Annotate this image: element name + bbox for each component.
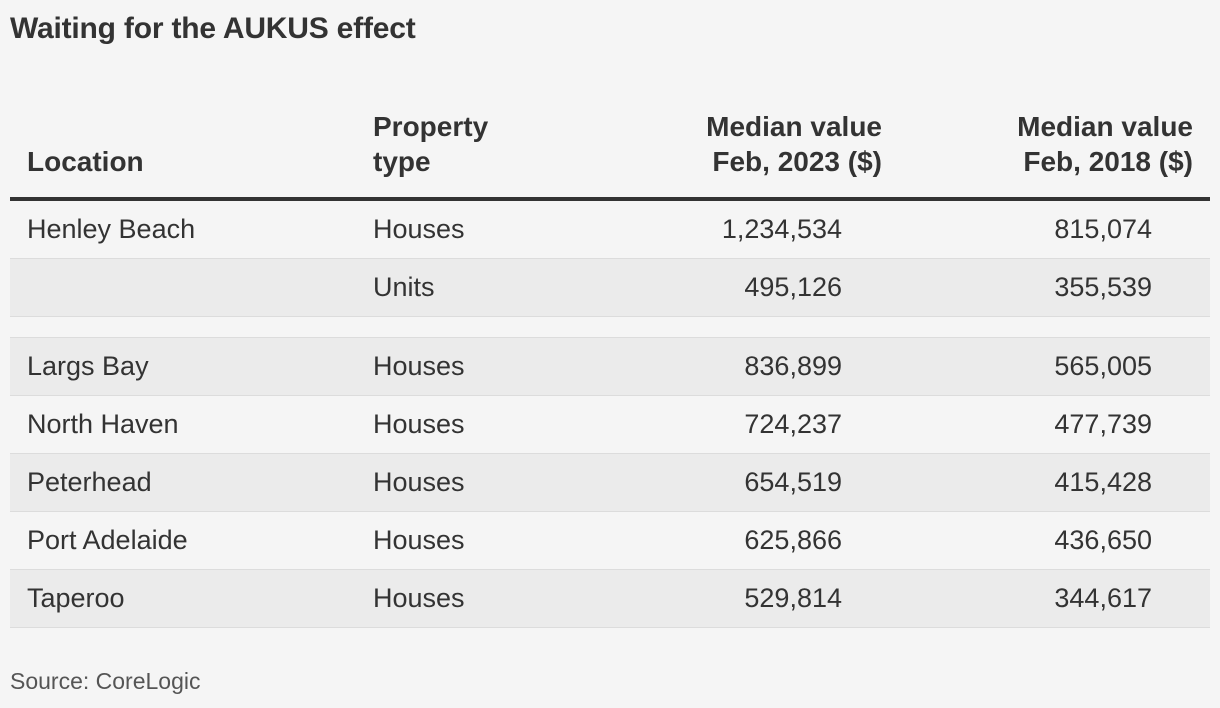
table-row: Taperoo Houses 529,814 344,617 <box>10 569 1210 628</box>
cell-property-type: Houses <box>373 337 563 396</box>
header-median-2023-line1: Median value <box>706 111 882 142</box>
cell-median-2023: 1,234,534 <box>563 199 883 259</box>
cell-property-type: Houses <box>373 511 563 570</box>
header-property-type: Property type <box>373 92 563 201</box>
header-median-2023: Median value Feb, 2023 ($) <box>563 92 883 201</box>
cell-median-2023: 724,237 <box>563 395 883 454</box>
header-location: Location <box>10 92 373 201</box>
data-table: Location Property type Median value Feb,… <box>10 92 1210 628</box>
header-median-2023-line2: Feb, 2023 ($) <box>712 146 882 177</box>
table-row: Units 495,126 355,539 <box>10 258 1210 317</box>
chart-title: Waiting for the AUKUS effect <box>10 12 416 45</box>
cell-median-2023: 495,126 <box>563 258 883 317</box>
cell-median-2018: 344,617 <box>883 569 1210 628</box>
cell-location: Port Adelaide <box>10 511 373 570</box>
group-spacer <box>10 316 1210 338</box>
cell-location: Taperoo <box>10 569 373 628</box>
cell-location <box>10 258 373 317</box>
header-median-2018: Median value Feb, 2018 ($) <box>883 92 1210 201</box>
cell-median-2018: 436,650 <box>883 511 1210 570</box>
cell-median-2023: 529,814 <box>563 569 883 628</box>
cell-median-2023: 654,519 <box>563 453 883 512</box>
group-spacer-cell <box>10 316 1210 338</box>
header-median-2018-line1: Median value <box>1017 111 1193 142</box>
cell-property-type: Houses <box>373 453 563 512</box>
table-row: Largs Bay Houses 836,899 565,005 <box>10 337 1210 396</box>
table-header-row: Location Property type Median value Feb,… <box>10 92 1210 201</box>
header-median-2018-line2: Feb, 2018 ($) <box>1023 146 1193 177</box>
header-property-type-line2: type <box>373 146 431 177</box>
cell-location: Largs Bay <box>10 337 373 396</box>
header-property-type-line1: Property <box>373 111 489 142</box>
cell-median-2018: 415,428 <box>883 453 1210 512</box>
cell-median-2018: 355,539 <box>883 258 1210 317</box>
cell-location: Henley Beach <box>10 199 373 259</box>
cell-median-2018: 477,739 <box>883 395 1210 454</box>
cell-location: Peterhead <box>10 453 373 512</box>
table-row: Port Adelaide Houses 625,866 436,650 <box>10 511 1210 570</box>
cell-property-type: Houses <box>373 199 563 259</box>
cell-median-2023: 625,866 <box>563 511 883 570</box>
cell-location: North Haven <box>10 395 373 454</box>
cell-median-2018: 565,005 <box>883 337 1210 396</box>
cell-property-type: Houses <box>373 569 563 628</box>
cell-median-2023: 836,899 <box>563 337 883 396</box>
cell-median-2018: 815,074 <box>883 199 1210 259</box>
table-row: Peterhead Houses 654,519 415,428 <box>10 453 1210 512</box>
source-note: Source: CoreLogic <box>10 668 201 694</box>
cell-property-type: Units <box>373 258 563 317</box>
table-row: Henley Beach Houses 1,234,534 815,074 <box>10 199 1210 259</box>
header-location-line2: Location <box>27 146 144 177</box>
table-row: North Haven Houses 724,237 477,739 <box>10 395 1210 454</box>
cell-property-type: Houses <box>373 395 563 454</box>
